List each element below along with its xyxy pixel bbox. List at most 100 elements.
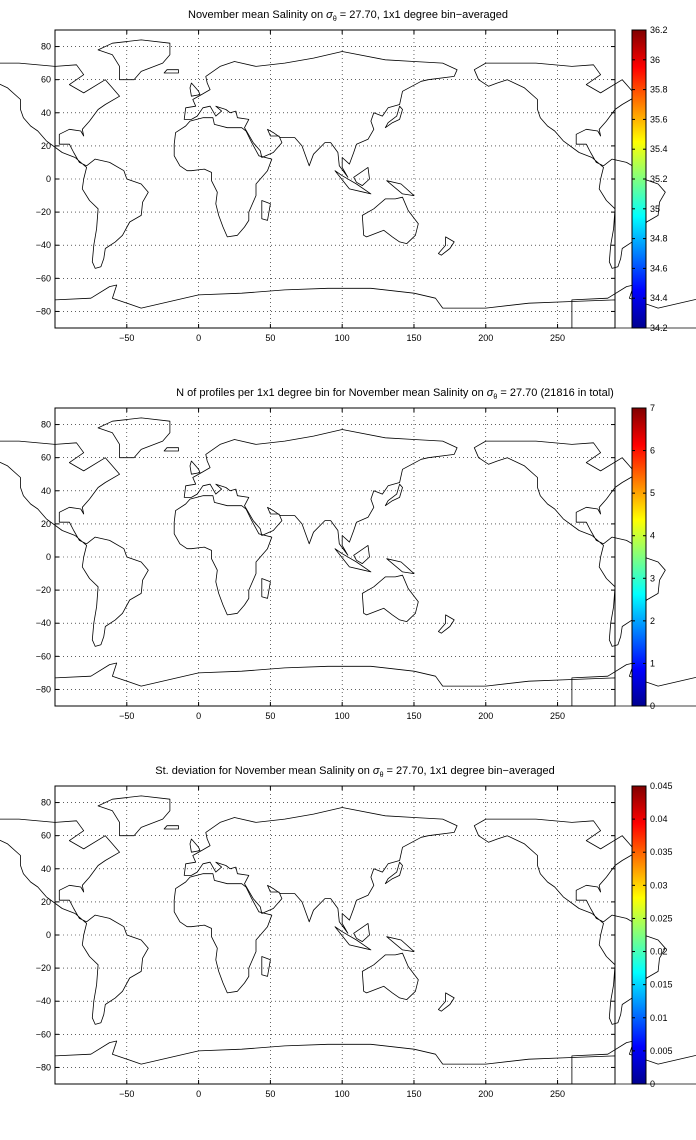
coastline	[173, 873, 273, 994]
colorbar-tick-label: 36.2	[650, 25, 668, 35]
coastline	[54, 1040, 616, 1085]
panel-title: St. deviation for November mean Salinity…	[155, 765, 554, 779]
y-tick-label: −60	[36, 273, 51, 283]
coastline	[163, 69, 179, 74]
colorbar-tick-label: 0.03	[650, 880, 668, 890]
colorbar-tick-label: 34.8	[650, 234, 668, 244]
coastline	[384, 105, 403, 129]
x-tick-label: 200	[478, 711, 493, 721]
coastline	[163, 447, 179, 452]
y-tick-label: −80	[36, 306, 51, 316]
y-tick-label: 80	[41, 798, 51, 808]
colorbar-tick-label: 7	[650, 403, 655, 413]
x-tick-label: 0	[196, 1089, 201, 1099]
y-tick-label: −20	[36, 585, 51, 595]
coastline	[334, 926, 372, 951]
colorbar: 0 1 2 3 4 5 6 7	[631, 403, 655, 711]
colorbar-gradient	[631, 785, 647, 1085]
panel-salinity-std: St. deviation for November mean Salinity…	[0, 765, 696, 1099]
y-tick-label: −80	[36, 1062, 51, 1072]
x-tick-label: 50	[265, 711, 275, 721]
coastline	[189, 838, 201, 853]
colorbar-tick-label: 3	[650, 573, 655, 583]
colorbar-tick-label: 34.6	[650, 263, 668, 273]
x-tick-label: 150	[406, 333, 421, 343]
x-tick-label: −50	[119, 333, 134, 343]
coastline	[473, 62, 666, 269]
coastline	[0, 62, 149, 269]
x-tick-label: 200	[478, 333, 493, 343]
coastline	[97, 417, 171, 459]
coastline	[54, 662, 616, 707]
y-tick-label: −20	[36, 207, 51, 217]
colorbar: 34.2 34.4 34.6 34.8 35 35.2 35.4 35.6 35.8 36 36.2	[631, 25, 668, 333]
coastline	[473, 440, 666, 647]
coastline	[386, 936, 415, 952]
coastline	[261, 956, 271, 977]
coastline	[571, 662, 696, 707]
colorbar-tick-label: 0.005	[650, 1046, 673, 1056]
coastline	[189, 82, 201, 97]
y-tick-label: −80	[36, 684, 51, 694]
coastlines	[0, 39, 696, 329]
coastline	[173, 495, 273, 616]
x-tick-label: 250	[550, 711, 565, 721]
colorbar-tick-label: 36	[650, 55, 660, 65]
colorbar-tick-label: 34.4	[650, 293, 668, 303]
x-tick-label: 250	[550, 1089, 565, 1099]
coastline	[54, 284, 616, 329]
coastline	[438, 614, 455, 634]
x-tick-label: 100	[335, 333, 350, 343]
colorbar-tick-label: 0.04	[650, 814, 668, 824]
coastline	[334, 548, 372, 573]
colorbar-tick-label: 0.01	[650, 1013, 668, 1023]
coastline	[97, 39, 171, 81]
colorbar-tick-label: 0.015	[650, 980, 673, 990]
coastlines	[0, 795, 696, 1085]
colorbar-tick-label: 35.8	[650, 85, 668, 95]
coastline	[183, 429, 458, 556]
y-tick-label: 40	[41, 108, 51, 118]
panel-profile-count: N of profiles per 1x1 degree bin for Nov…	[0, 387, 696, 721]
colorbar-tick-label: 35.2	[650, 174, 668, 184]
y-tick-label: 0	[46, 174, 51, 184]
x-tick-label: 100	[335, 711, 350, 721]
x-tick-label: 200	[478, 1089, 493, 1099]
x-tick-label: 50	[265, 1089, 275, 1099]
y-tick-label: −60	[36, 1029, 51, 1039]
x-tick-label: 250	[550, 333, 565, 343]
coastline	[183, 807, 458, 934]
colorbar-tick-label: 0.035	[650, 847, 673, 857]
colorbar-tick-label: 5	[650, 488, 655, 498]
colorbar-tick-label: 34.2	[650, 323, 668, 333]
y-tick-label: 20	[41, 141, 51, 151]
coastline	[384, 483, 403, 507]
coastline	[97, 795, 171, 837]
y-tick-label: 0	[46, 930, 51, 940]
x-tick-label: −50	[119, 711, 134, 721]
coastline	[361, 952, 419, 1000]
y-tick-label: 60	[41, 831, 51, 841]
y-tick-label: 60	[41, 453, 51, 463]
colorbar-gradient	[631, 407, 647, 707]
coastline	[386, 180, 415, 196]
coastline	[361, 196, 419, 244]
colorbar-tick-label: 0	[650, 701, 655, 711]
panel-title: November mean Salinity on σθ = 27.70, 1x…	[188, 9, 508, 23]
x-tick-label: 0	[196, 711, 201, 721]
x-tick-label: 150	[406, 711, 421, 721]
x-tick-label: −50	[119, 1089, 134, 1099]
colorbar-tick-label: 4	[650, 531, 655, 541]
y-tick-label: 60	[41, 75, 51, 85]
colorbar-tick-label: 0.02	[650, 947, 668, 957]
panel-title: N of profiles per 1x1 degree bin for Nov…	[176, 387, 614, 401]
coastline	[571, 1040, 696, 1085]
x-tick-label: 150	[406, 1089, 421, 1099]
colorbar-tick-label: 1	[650, 658, 655, 668]
coastline	[173, 117, 273, 238]
coastline	[0, 818, 149, 1025]
